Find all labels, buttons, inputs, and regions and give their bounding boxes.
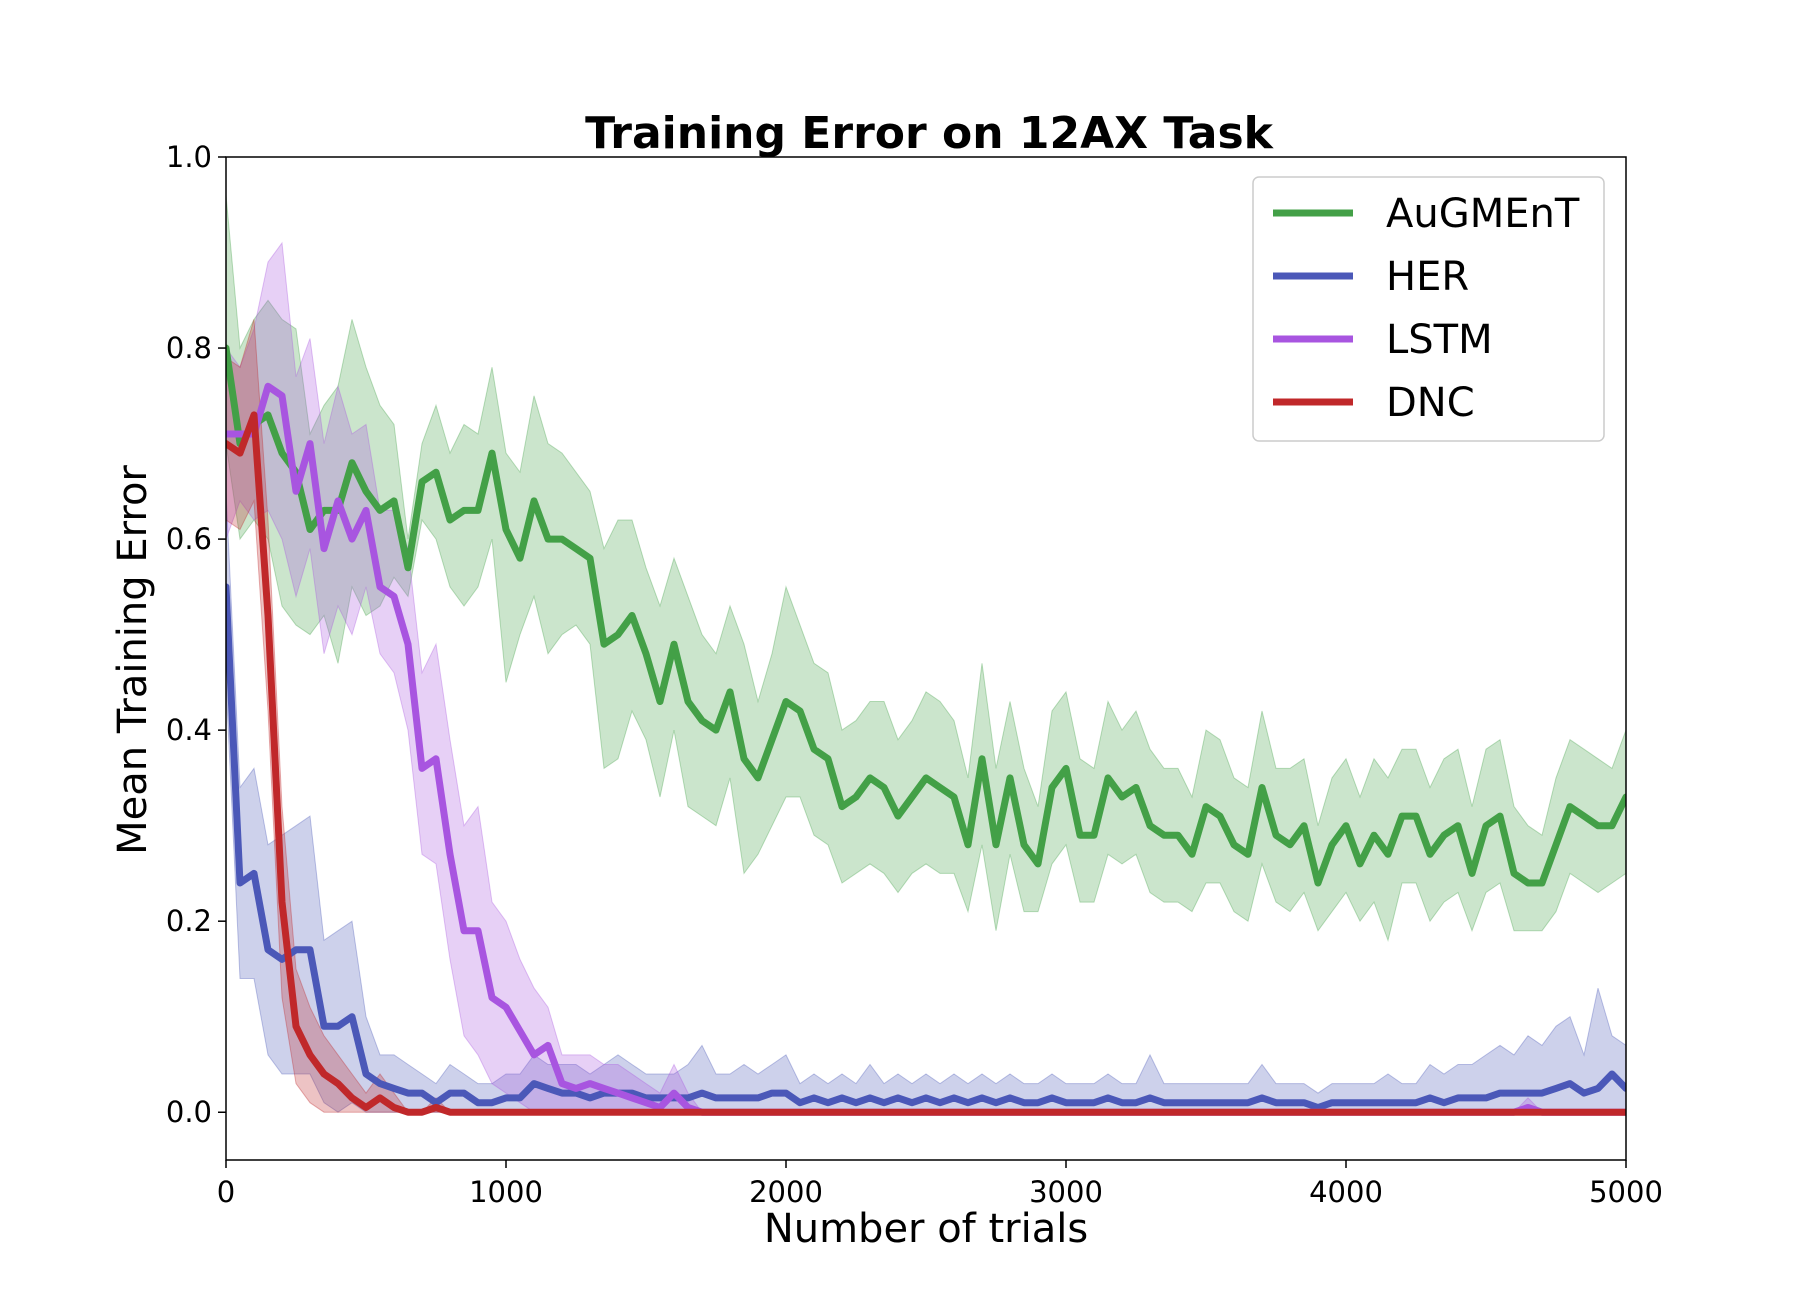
plot-frame — [225, 156, 1627, 1161]
x-tick-label: 4000 — [1309, 1175, 1383, 1209]
band-augment — [226, 195, 1626, 943]
y-tick-label: 0.0 — [166, 1095, 212, 1129]
legend-label-lstm: LSTM — [1386, 317, 1493, 363]
series-lines — [226, 344, 1626, 1116]
plot-area — [226, 195, 1626, 1116]
x-tick-label: 3000 — [1029, 1175, 1103, 1209]
series-line-dnc — [226, 411, 1626, 1116]
legend-label-augment: AuGMEnT — [1386, 191, 1580, 237]
x-axis-label: Number of trials — [764, 1206, 1088, 1252]
y-tick-label: 1.0 — [166, 140, 212, 174]
legend-frame — [1252, 176, 1605, 442]
y-tick-label: 0.4 — [166, 713, 212, 747]
chart-title: Training Error on 12AX Task — [585, 108, 1275, 159]
y-axis: 0.0 0.2 0.4 0.6 0.8 1.0 — [166, 140, 226, 1129]
legend: AuGMEnT HER LSTM DNC — [1252, 176, 1605, 442]
series-line-her — [226, 583, 1626, 1111]
x-tick-label: 1000 — [469, 1175, 543, 1209]
legend-label-her: HER — [1386, 254, 1469, 300]
y-tick-label: 0.8 — [166, 331, 212, 365]
x-tick-label: 5000 — [1589, 1175, 1663, 1209]
x-axis: 0 1000 2000 3000 4000 5000 — [217, 1160, 1663, 1209]
x-tick-label: 0 — [217, 1175, 235, 1209]
legend-label-dnc: DNC — [1386, 380, 1475, 426]
y-axis-label: Mean Training Error — [110, 465, 156, 855]
series-line-augment — [226, 344, 1626, 887]
y-tick-label: 0.2 — [166, 904, 212, 938]
y-tick-label: 0.6 — [166, 522, 212, 556]
x-tick-label: 2000 — [749, 1175, 823, 1209]
